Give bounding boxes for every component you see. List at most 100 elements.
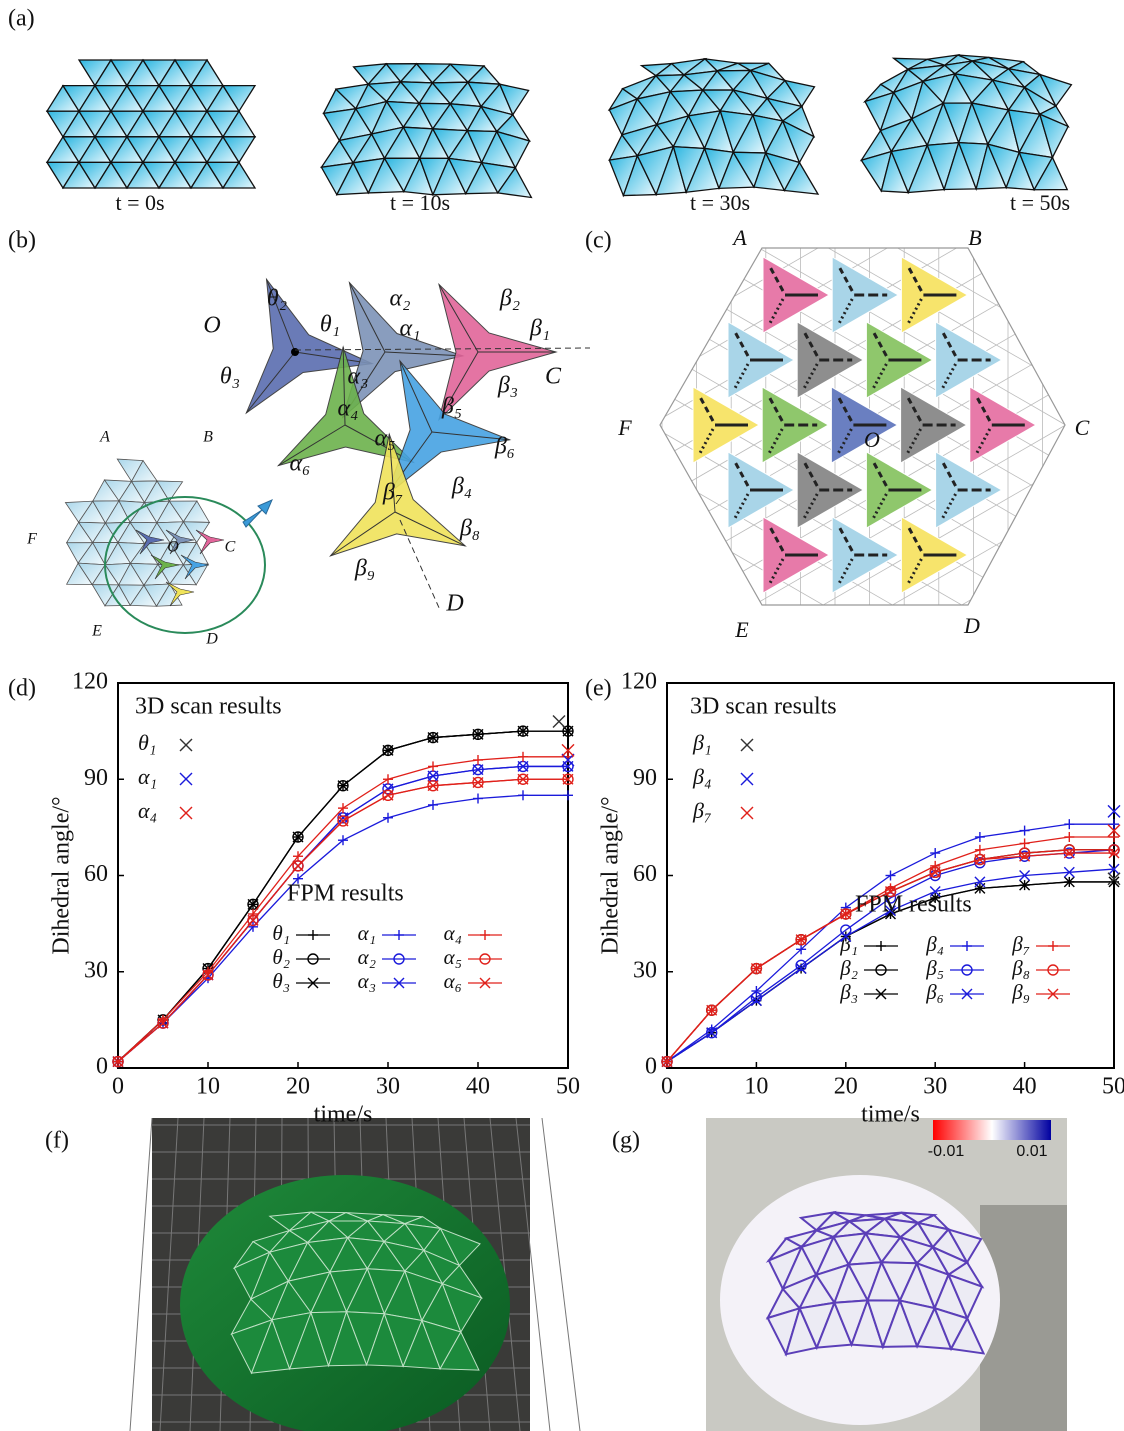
annotation: FPM results xyxy=(855,892,972,918)
colored-facet xyxy=(762,387,828,463)
diagram-label: F xyxy=(617,415,632,440)
diagram-label: B xyxy=(968,225,981,250)
y-tick-label: 90 xyxy=(84,765,108,791)
legend-label: β₈ xyxy=(1011,956,1030,980)
colored-facet xyxy=(832,517,898,593)
diagram-label: θ₂ xyxy=(267,286,287,312)
star-unit xyxy=(386,361,509,495)
diagram-label: O xyxy=(203,313,220,339)
diagram-label: β₄ xyxy=(451,474,472,500)
y-tick-label: 60 xyxy=(84,861,108,887)
diagram-label: E xyxy=(734,617,749,642)
diagram-label: β₇ xyxy=(382,480,403,506)
y-tick-label: 0 xyxy=(645,1054,657,1080)
data-point xyxy=(473,755,483,765)
x-tick-label: 50 xyxy=(556,1074,580,1100)
diagram-label: O xyxy=(864,427,880,452)
data-point xyxy=(1020,826,1030,836)
y-tick-label: 60 xyxy=(633,861,657,887)
diagram-label: E xyxy=(91,623,102,640)
lattice-line xyxy=(650,545,1080,793)
data-point xyxy=(563,790,573,800)
y-axis-label: Dihedral angle/° xyxy=(49,796,75,954)
x-tick-label: 20 xyxy=(834,1074,858,1100)
diagram-label: θ₃ xyxy=(220,364,240,390)
colored-facet xyxy=(797,322,863,398)
diagram-label: C xyxy=(1075,415,1090,440)
diagram-label: D xyxy=(963,613,980,638)
data-point xyxy=(975,832,985,842)
legend-marker xyxy=(180,739,192,751)
y-tick-label: 0 xyxy=(96,1054,108,1080)
legend-label: α₆ xyxy=(444,969,462,993)
series-line xyxy=(118,757,568,1062)
x-axis-label: time/s xyxy=(314,1102,373,1128)
diagram-label: β₈ xyxy=(459,516,480,542)
vertex xyxy=(291,348,299,356)
lattice-line xyxy=(650,457,1080,705)
legend-marker xyxy=(741,739,753,751)
legend-label: α₁ xyxy=(358,921,376,945)
time-label: t = 10s xyxy=(390,190,450,215)
charts: (d)030609012001020304050time/sDihedral a… xyxy=(8,669,1124,1128)
x-tick-label: 40 xyxy=(1013,1074,1037,1100)
lattice-line xyxy=(650,465,1080,713)
y-axis-label: Dihedral angle/° xyxy=(598,796,624,954)
lattice-line xyxy=(650,617,1080,865)
diagram-label: D xyxy=(445,591,463,617)
x-tick-label: 50 xyxy=(1102,1074,1124,1100)
legend-marker xyxy=(876,941,886,951)
legend-label: β₉ xyxy=(1011,980,1030,1004)
panel-a: t = 0st = 10st = 30st = 50s xyxy=(47,55,1071,215)
lattice-line xyxy=(650,0,1080,33)
annotation: 3D scan results xyxy=(135,694,282,720)
data-point xyxy=(975,845,985,855)
x-tick-label: 0 xyxy=(112,1074,124,1100)
legend-label: β₆ xyxy=(925,980,944,1004)
series-line xyxy=(667,850,1114,1062)
legend-label: β₄ xyxy=(925,932,944,956)
colored-facet xyxy=(936,322,1002,398)
colored-facet xyxy=(797,452,863,528)
legend-marker xyxy=(480,930,490,940)
x-tick-label: 30 xyxy=(376,1074,400,1100)
diagram-label: β₁ xyxy=(529,316,550,342)
series-line xyxy=(667,850,1114,1062)
legend-label: α₅ xyxy=(444,945,462,969)
series-line xyxy=(667,850,1114,1062)
x-tick-label: 10 xyxy=(196,1074,220,1100)
colorbar xyxy=(933,1120,1051,1140)
colored-facet xyxy=(901,387,967,463)
diagram-label: O xyxy=(167,539,179,556)
data-point xyxy=(1064,819,1074,829)
diagram-label: A xyxy=(99,429,110,446)
legend-label: β₇ xyxy=(692,798,712,823)
legend-marker xyxy=(180,773,192,785)
diagram-label: β₃ xyxy=(497,373,518,399)
legend-label: β₁ xyxy=(692,730,712,755)
data-point xyxy=(383,813,393,823)
legend-label: θ₃ xyxy=(272,969,290,993)
y-tick-label: 120 xyxy=(72,669,108,695)
y-tick-label: 120 xyxy=(621,669,657,695)
annotation: 3D scan results xyxy=(690,694,837,720)
diagram-label: C xyxy=(225,539,236,556)
legend-marker xyxy=(394,930,404,940)
legend-marker xyxy=(741,807,753,819)
series-line xyxy=(667,824,1114,1061)
diagram-label: A xyxy=(731,225,747,250)
panel-b: Oθ₂θ₁θ₃α₂α₁α₃β₂β₁β₃Cα₄α₅α₆β₅β₆β₄β₇β₈β₉DA… xyxy=(26,279,590,647)
diagram-label: α₂ xyxy=(390,286,411,312)
x-tick-label: 10 xyxy=(744,1074,768,1100)
legend-marker xyxy=(1048,941,1058,951)
time-label: t = 50s xyxy=(1010,190,1070,215)
data-point xyxy=(428,761,438,771)
data-point xyxy=(428,800,438,810)
mat-grid xyxy=(542,1118,580,1431)
data-point xyxy=(886,871,896,881)
legend-label: θ₁ xyxy=(272,921,290,945)
legend-label: α₄ xyxy=(444,921,462,945)
panel-label: (a) xyxy=(8,6,35,32)
diagram-label: α₃ xyxy=(348,364,369,390)
data-point xyxy=(293,861,303,871)
